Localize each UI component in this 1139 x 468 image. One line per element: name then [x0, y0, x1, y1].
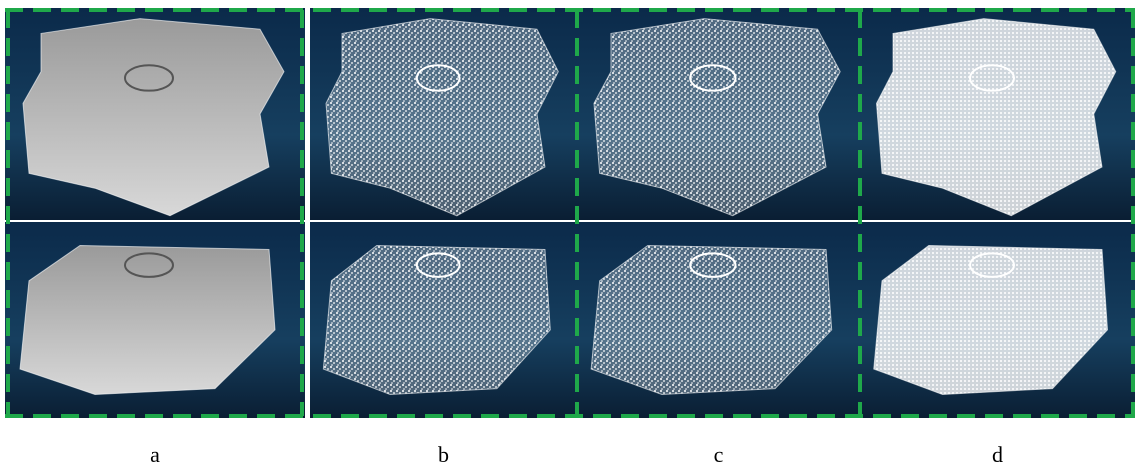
panel-label: c: [714, 442, 724, 467]
figure: a b c d: [0, 0, 1139, 468]
labels: a b c d: [150, 442, 1003, 467]
panel-label: d: [992, 442, 1003, 467]
panel-label: b: [438, 442, 449, 467]
panel-label: a: [150, 442, 160, 467]
panel-grid: [5, 8, 1135, 418]
